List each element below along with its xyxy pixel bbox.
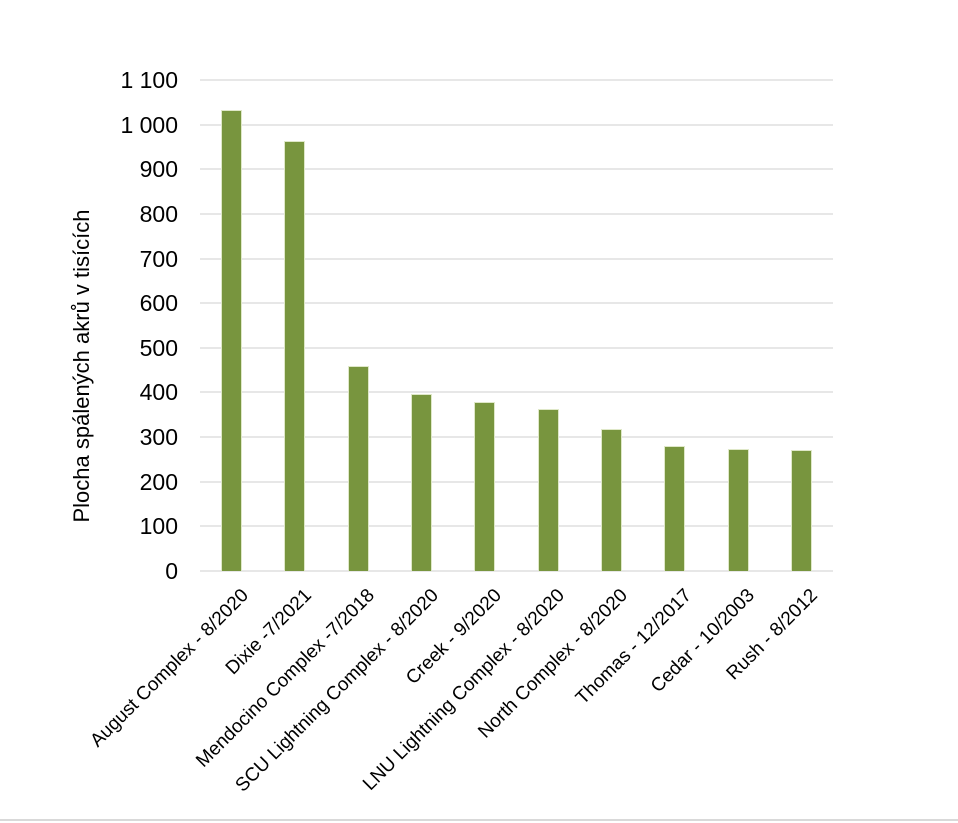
gridline [200, 123, 833, 126]
bar [537, 408, 559, 571]
y-tick-label: 200 [139, 468, 178, 495]
bar [411, 394, 433, 571]
x-tick-label: North Complex - 8/2020 [474, 585, 633, 743]
y-tick-label: 400 [139, 379, 178, 406]
y-axis-title: Plocha spálených akrů v tisících [69, 209, 94, 523]
bar [221, 110, 243, 571]
y-tick-label: 300 [139, 424, 178, 451]
x-tick-label: Mendocino Complex -7/2018 [192, 585, 380, 772]
y-tick-label: 600 [139, 290, 178, 317]
x-tick-label: SCU Lightning Complex - 8/2020 [231, 585, 443, 797]
bar [600, 429, 622, 571]
x-tick-label: Dixie -7/2021 [221, 585, 316, 680]
x-tick-label: Creek - 9/2020 [401, 585, 506, 689]
y-tick-label: 0 [165, 558, 178, 584]
y-tick-label: 1 100 [120, 67, 178, 93]
x-tick-label: Thomas - 12/2017 [571, 585, 696, 709]
bar [474, 401, 496, 571]
y-tick-label: 700 [139, 245, 178, 272]
y-tick-label: 1 000 [120, 111, 178, 138]
page-bottom-divider [0, 819, 958, 821]
bar [664, 445, 686, 571]
y-tick-label: 900 [139, 156, 178, 183]
bar [727, 449, 749, 571]
x-tick-label: LNU Lightning Complex - 8/2020 [359, 585, 569, 795]
plot-area [200, 79, 833, 572]
x-tick-label: August Complex - 8/2020 [86, 585, 253, 752]
y-tick-label: 500 [139, 334, 178, 361]
bar [347, 366, 369, 571]
bar [284, 141, 306, 571]
y-tick-label: 800 [139, 200, 178, 227]
gridline [200, 79, 833, 81]
bar [790, 450, 812, 571]
x-tick-label: Rush - 8/2012 [722, 585, 823, 685]
x-tick-label: Cedar - 10/2003 [646, 585, 759, 697]
y-tick-label: 100 [139, 513, 178, 540]
